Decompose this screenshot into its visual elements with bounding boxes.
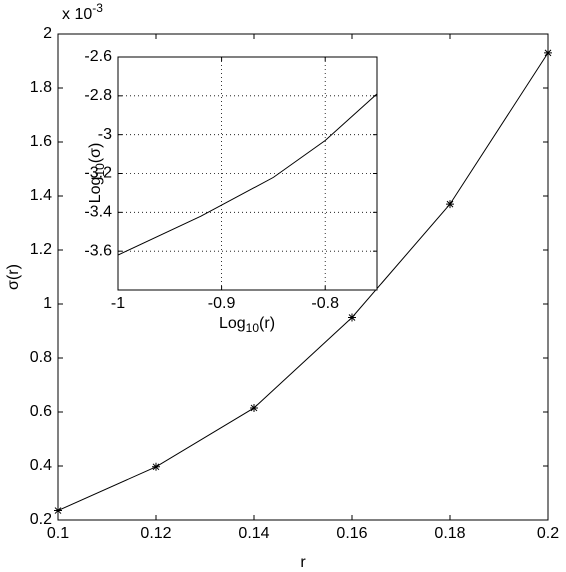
axes-box [117,56,378,291]
x-tick-label: 0.18 [434,525,465,542]
data-line [117,93,378,256]
y-axis-label: σ(r) [5,264,22,290]
y-tick-label: 1.2 [30,241,52,258]
y-multiplier-base: x 10 [62,6,92,23]
data-line [57,52,549,512]
x-axis-label: Log10(r) [219,315,275,335]
y-tick-label: 0.8 [30,349,52,366]
y-tick-label: 1.6 [30,133,52,150]
x-axis-label-part: Log [219,315,246,332]
y-tick-label: 0.4 [30,457,52,474]
y-tick-label: -2.8 [84,87,112,104]
y-axis-label-part: (σ) [87,143,104,164]
axes-background [118,57,377,290]
marker [152,462,160,471]
y-tick-label: 2 [43,25,52,42]
y-tick-label: 0.6 [30,403,52,420]
y-multiplier: x 10-3 [62,1,103,23]
x-tick-label: 0.14 [238,525,269,542]
y-tick-label: 1 [43,295,52,312]
marker [348,313,356,322]
x-tick-label: 0.2 [537,525,559,542]
x-tick-label: -0.8 [311,295,339,312]
x-tick-label: 0.16 [336,525,367,542]
x-tick-label: 0.12 [140,525,171,542]
axes-box [57,33,549,521]
x-axis-label: r [300,554,306,571]
y-tick-label: -3.6 [84,242,112,259]
x-tick-label: -1 [111,295,125,312]
y-axis-label-part: Log [87,177,104,204]
y-tick-label: 0.2 [30,511,52,528]
y-axis-label-sub: 10 [93,163,107,177]
x-axis-label-sub: 10 [246,321,260,335]
y-tick-label: 1.8 [30,79,52,96]
x-tick-label: -0.9 [208,295,236,312]
marker [250,403,258,412]
y-axis-label: Log10(σ) [87,143,107,204]
y-multiplier-exponent: -3 [92,1,103,15]
y-tick-label: -2.6 [84,48,112,65]
y-tick-label: -3 [98,126,112,143]
x-tick-label: 0.1 [47,525,69,542]
y-tick-label: -3.4 [84,204,112,221]
x-axis-label-part: (r) [259,315,275,332]
y-tick-label: -3.2 [84,165,112,182]
y-tick-label: 1.4 [30,187,52,204]
marker [446,200,454,209]
